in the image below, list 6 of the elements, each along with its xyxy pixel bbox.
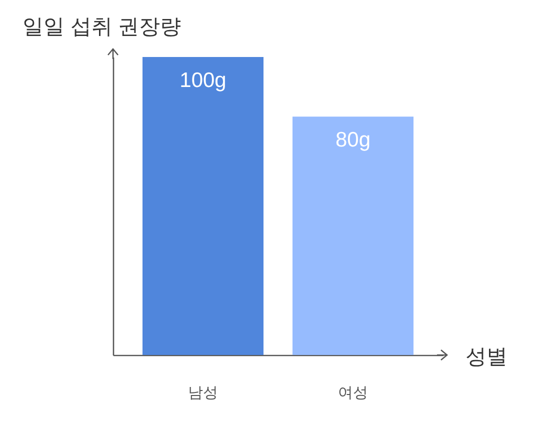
data-label: 100g xyxy=(180,69,226,92)
x-tick-label: 남성 xyxy=(188,384,218,402)
x-tick-label: 여성 xyxy=(338,384,368,402)
y-axis-title: 일일 섭취 권장량 xyxy=(22,16,182,38)
x-axis-title: 성별 xyxy=(466,346,508,368)
data-label: 80g xyxy=(335,128,371,152)
